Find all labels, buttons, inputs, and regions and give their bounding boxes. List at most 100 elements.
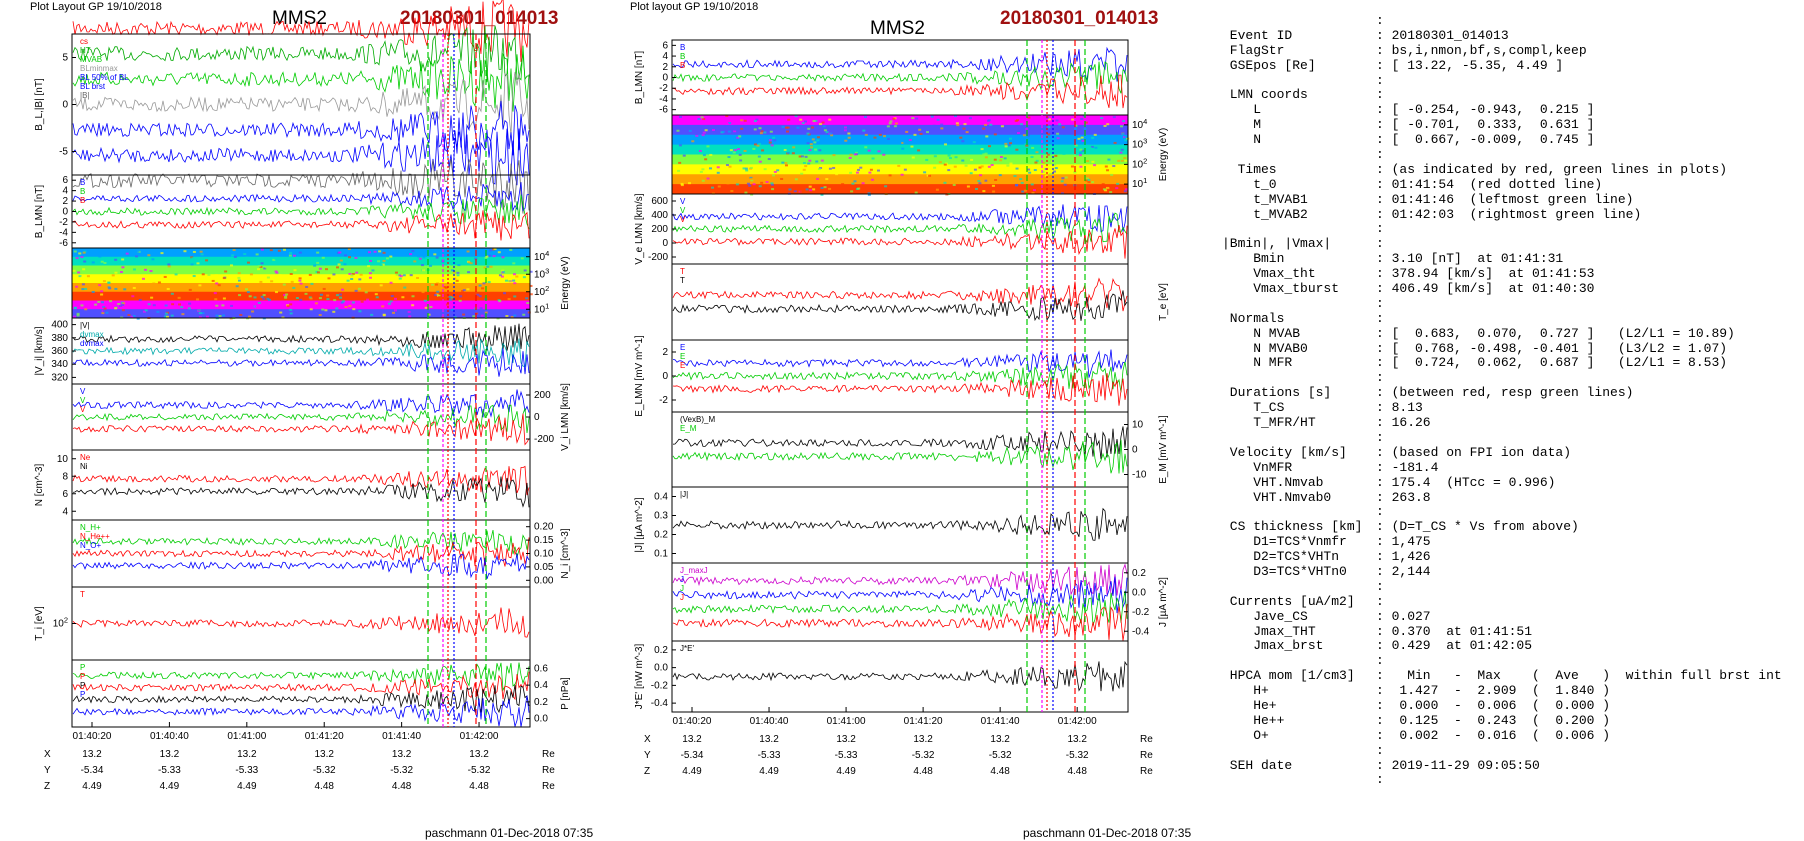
spectrogram-pixel [525,297,529,300]
spectrogram-pixel [290,258,294,261]
legend-entry: J [680,575,684,584]
spectrogram-pixel [523,269,527,272]
spectrogram-pixel [298,251,302,254]
spectrogram-pixel [295,296,299,299]
info-value: : [ 0.683, 0.070, 0.727 ] (L2/L1 = 10.89… [1376,325,1735,341]
spectrogram-pixel [961,159,965,162]
spectrogram-pixel [259,280,263,283]
spectrogram-pixel [291,256,295,259]
legend-entry: BL brst [80,82,106,91]
spectrogram-pixel [104,316,108,319]
spectrogram-pixel [421,301,425,304]
middle-spacecraft-title: MMS2 [870,18,925,39]
spectrogram-pixel [206,248,210,251]
spectrogram-pixel [1006,164,1010,167]
spectrogram-pixel [780,177,784,180]
spectrogram-pixel [513,282,517,285]
spectrogram-pixel [358,310,362,313]
pos-value: -5.33 [235,765,258,776]
y-tick-label: 200 [534,390,551,401]
spectrogram-pixel [961,140,965,143]
spectrogram-pixel [788,120,792,123]
spectrogram-pixel [993,158,997,161]
spectrogram-pixel [336,266,340,269]
series-trace [72,389,530,418]
series-trace [672,290,1128,322]
info-value: : 0.429 at 01:42:05 [1376,638,1533,654]
spectrogram-pixel [529,270,533,273]
info-value: : (based on FPI ion data) [1376,444,1572,460]
info-key: VHT.Nmvab [1222,474,1324,490]
spectrogram-pixel [963,123,967,126]
pos-value: 4.48 [913,766,933,777]
spectrogram-pixel [777,174,781,177]
spectrogram-pixel [1107,158,1111,161]
y-axis-label: E_LMN [mV m^-1] [634,335,645,417]
spectrogram-pixel [305,285,309,288]
spectrogram-pixel [339,296,343,299]
spectrogram-pixel [344,305,348,308]
spectrogram-pixel [772,136,776,139]
spectrogram-pixel [753,128,757,131]
spectrogram-pixel [1075,153,1079,156]
spectrogram-pixel [289,308,293,311]
spectrogram-pixel [725,123,729,126]
spectrogram-pixel [758,127,762,130]
spectrogram-pixel [238,294,242,297]
spectrogram-pixel [480,314,484,317]
spectrogram-pixel [262,297,266,300]
pos-unit: Re [1140,734,1153,745]
spectrogram-pixel [919,132,923,135]
spectrogram-pixel [395,273,399,276]
spectrogram-pixel [347,262,351,265]
spectrogram-pixel [1027,116,1031,119]
spectrogram-pixel [327,277,331,280]
spectrogram-pixel [229,264,233,267]
spectrogram-pixel [994,178,998,181]
spectrogram-pixel [704,129,708,132]
y-tick-label: -6 [59,238,68,249]
spectrogram-pixel [1103,124,1107,127]
spectrogram-pixel [459,295,463,298]
spectrogram-pixel [448,295,452,298]
spectrogram-pixel [870,178,874,181]
spectrogram-pixel [853,150,857,153]
spectrogram-pixel [107,286,111,289]
spectrogram-pixel [514,270,518,273]
pos-value: 13.2 [1067,734,1087,745]
spectrogram-pixel [989,123,993,126]
series-trace [672,439,1128,474]
spectrogram-pixel [1070,132,1074,135]
info-line: : [1222,296,1782,312]
spectrogram-pixel [733,128,737,131]
spectrogram-pixel [1122,120,1126,123]
legend-entry: E [680,343,685,352]
spectrogram-pixel [702,118,706,121]
spectrogram-pixel [676,129,680,132]
spectrogram-pixel [947,154,951,157]
legend-entry: P [80,663,85,672]
spectrogram-pixel [964,164,968,167]
spectrogram-pixel [527,311,531,314]
spectrogram-pixel [207,273,211,276]
info-line: : [1222,743,1782,759]
spectrogram-pixel [529,293,533,296]
spectrogram-pixel [346,279,350,282]
info-key: D2=TCS*VHTn [1222,549,1340,565]
spectrogram-pixel [284,296,288,299]
spectrogram-pixel [1043,131,1047,134]
spectrogram-pixel [490,292,494,295]
spectrogram-pixel [843,126,847,129]
spectrogram-pixel [903,141,907,144]
spectrogram-pixel [199,250,203,253]
spectrogram-pixel [89,252,93,255]
info-key: O+ [1222,727,1269,743]
spectrogram-pixel [1004,145,1008,148]
info-line: N MVAB0: [ 0.768, -0.498, -0.401 ] (L3/L… [1222,341,1782,357]
middle-panel-4: EEE 2 0 -2 E_LMN [mV m^-1] [634,335,1129,417]
spectrogram-pixel [299,282,303,285]
pos-value: 13.2 [759,734,779,745]
legend-entry: P [80,672,85,681]
